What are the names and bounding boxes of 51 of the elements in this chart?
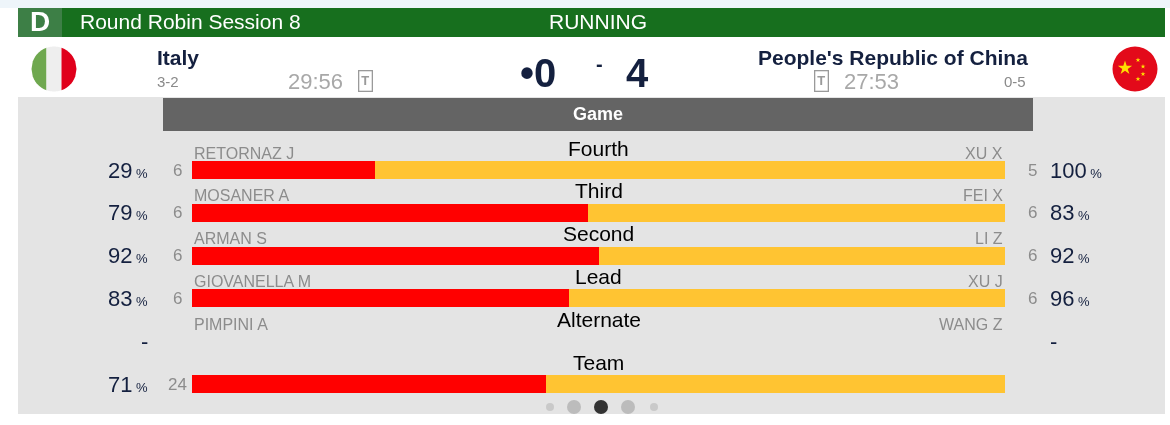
annotation: PIMPINI A: [194, 316, 269, 333]
annotation: T: [817, 73, 826, 89]
data-label: 92%: [108, 243, 149, 268]
data-label: 83%: [108, 286, 149, 311]
text: -: [141, 329, 149, 354]
data-label: 79%: [108, 200, 149, 225]
annotation: Game: [573, 104, 624, 124]
data-label: 71%: [108, 372, 149, 397]
annotation: MOSANER A: [194, 187, 290, 204]
chart-subtitle: RUNNING: [549, 10, 647, 33]
annotation: T: [361, 73, 370, 89]
annotation: XU J: [968, 273, 1003, 290]
text: -: [1050, 329, 1058, 354]
text: 6: [173, 289, 183, 308]
text: Italy: [157, 46, 200, 69]
text: 6: [173, 246, 183, 265]
text: 6: [1028, 289, 1038, 308]
annotation: RETORNAZ J: [194, 145, 295, 162]
text: -: [596, 53, 603, 75]
chart-title: Round Robin Session 8: [80, 10, 301, 34]
annotation: Alternate: [557, 308, 642, 331]
text: 5: [1028, 161, 1038, 180]
annotation: 27:53: [844, 69, 900, 94]
text: 6: [173, 161, 183, 180]
data-label: 83%: [1050, 200, 1091, 225]
text: 6: [173, 203, 183, 222]
y-tick-label: Third: [575, 179, 623, 202]
annotation: 4: [626, 51, 649, 95]
y-tick-label: Second: [563, 222, 635, 245]
annotation: •0: [520, 51, 557, 95]
annotation: 0-5: [1004, 73, 1026, 90]
annotation: XU X: [965, 145, 1003, 162]
text: 6: [1028, 203, 1038, 222]
y-tick-label: Team: [573, 351, 625, 374]
annotation: 29:56: [288, 69, 344, 94]
text: 6: [1028, 246, 1038, 265]
text: D: [30, 6, 51, 37]
annotation: GIOVANELLA M: [194, 273, 312, 290]
data-label: 92%: [1050, 243, 1091, 268]
text: 24: [168, 375, 187, 394]
annotation: WANG Z: [939, 316, 1003, 333]
text: 3-2: [157, 73, 179, 90]
data-label: 29%: [108, 158, 149, 183]
y-tick-label: Fourth: [568, 137, 629, 160]
annotation: FEI X: [963, 187, 1004, 204]
annotation: LI Z: [975, 230, 1003, 247]
y-tick-label: Lead: [575, 265, 622, 288]
text: People's Republic of China: [758, 46, 1029, 69]
data-label: 100%: [1050, 158, 1103, 183]
data-label: 96%: [1050, 286, 1091, 311]
annotation: ARMAN S: [194, 230, 267, 247]
